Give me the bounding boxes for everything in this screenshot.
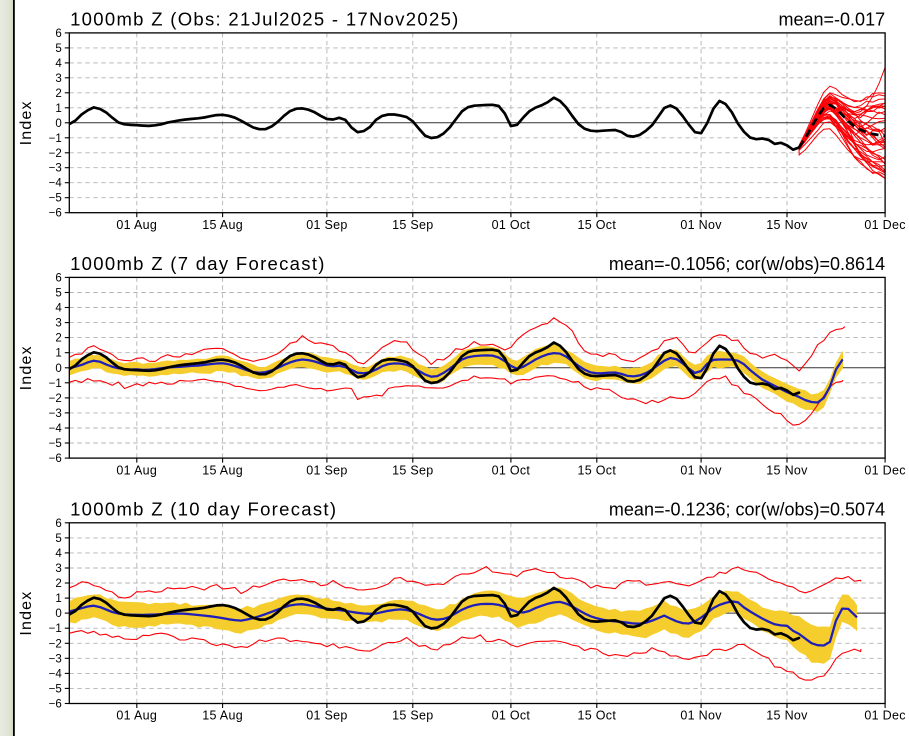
svg-text:−1: −1 xyxy=(49,623,62,635)
svg-text:−3: −3 xyxy=(49,408,62,420)
svg-text:2: 2 xyxy=(55,88,61,100)
svg-text:5: 5 xyxy=(55,288,61,300)
svg-text:01 Sep: 01 Sep xyxy=(306,218,347,232)
svg-text:15 Oct: 15 Oct xyxy=(577,218,616,232)
svg-text:01 Nov: 01 Nov xyxy=(680,463,722,477)
svg-text:0: 0 xyxy=(55,608,61,620)
svg-text:−4: −4 xyxy=(49,423,63,435)
svg-text:−4: −4 xyxy=(49,668,63,680)
svg-text:15 Aug: 15 Aug xyxy=(202,463,243,477)
svg-text:−5: −5 xyxy=(49,438,62,450)
svg-text:1: 1 xyxy=(55,348,61,360)
svg-text:−3: −3 xyxy=(49,163,62,175)
svg-text:2: 2 xyxy=(55,333,61,345)
svg-text:−1: −1 xyxy=(49,133,62,145)
svg-text:01 Dec: 01 Dec xyxy=(864,709,905,723)
svg-text:01 Nov: 01 Nov xyxy=(680,218,722,232)
svg-text:5: 5 xyxy=(55,533,61,545)
svg-text:0: 0 xyxy=(55,118,61,130)
svg-text:−2: −2 xyxy=(49,638,62,650)
svg-text:6: 6 xyxy=(55,518,61,530)
svg-text:15 Nov: 15 Nov xyxy=(766,463,808,477)
svg-text:1000mb Z (10 day Forecast): 1000mb Z (10 day Forecast) xyxy=(70,498,337,519)
svg-text:5: 5 xyxy=(55,43,61,55)
svg-text:3: 3 xyxy=(55,73,61,85)
svg-text:mean=-0.1056; cor(w/obs)=0.861: mean=-0.1056; cor(w/obs)=0.8614 xyxy=(609,254,885,274)
svg-text:01 Aug: 01 Aug xyxy=(116,463,157,477)
svg-text:01 Nov: 01 Nov xyxy=(680,709,722,723)
svg-text:01 Oct: 01 Oct xyxy=(492,709,531,723)
svg-text:6: 6 xyxy=(55,28,61,40)
svg-text:−2: −2 xyxy=(49,148,62,160)
svg-text:−6: −6 xyxy=(49,699,62,711)
svg-text:15 Oct: 15 Oct xyxy=(577,709,616,723)
svg-text:1000mb Z (Obs: 21Jul2025 - 17N: 1000mb Z (Obs: 21Jul2025 - 17Nov2025) xyxy=(70,8,460,29)
svg-text:−3: −3 xyxy=(49,653,62,665)
svg-text:01 Oct: 01 Oct xyxy=(492,463,531,477)
svg-text:01 Dec: 01 Dec xyxy=(864,463,905,477)
svg-text:4: 4 xyxy=(55,303,62,315)
svg-text:2: 2 xyxy=(55,578,61,590)
svg-text:1: 1 xyxy=(55,103,61,115)
svg-text:−6: −6 xyxy=(49,208,62,220)
svg-text:15 Nov: 15 Nov xyxy=(766,218,808,232)
svg-text:15 Aug: 15 Aug xyxy=(202,709,243,723)
svg-text:0: 0 xyxy=(55,363,61,375)
svg-text:01 Aug: 01 Aug xyxy=(116,709,157,723)
svg-text:15 Nov: 15 Nov xyxy=(766,709,808,723)
svg-text:01 Sep: 01 Sep xyxy=(306,463,347,477)
svg-text:4: 4 xyxy=(55,58,62,70)
svg-text:3: 3 xyxy=(55,318,61,330)
svg-text:15 Sep: 15 Sep xyxy=(392,218,433,232)
svg-text:−6: −6 xyxy=(49,453,62,465)
svg-text:6: 6 xyxy=(55,272,61,284)
svg-text:−2: −2 xyxy=(49,393,62,405)
svg-text:01 Oct: 01 Oct xyxy=(492,218,531,232)
svg-text:01 Aug: 01 Aug xyxy=(116,218,157,232)
svg-text:3: 3 xyxy=(55,563,61,575)
svg-text:−1: −1 xyxy=(49,378,62,390)
svg-text:15 Oct: 15 Oct xyxy=(577,463,616,477)
svg-text:−4: −4 xyxy=(49,178,63,190)
svg-text:1000mb Z (7 day Forecast): 1000mb Z (7 day Forecast) xyxy=(70,253,326,274)
svg-text:Index: Index xyxy=(18,591,35,636)
svg-text:01 Sep: 01 Sep xyxy=(306,709,347,723)
svg-text:mean=-0.1236; cor(w/obs)=0.507: mean=-0.1236; cor(w/obs)=0.5074 xyxy=(609,499,885,519)
svg-text:Index: Index xyxy=(18,345,35,390)
svg-text:01 Dec: 01 Dec xyxy=(864,218,905,232)
svg-text:15 Sep: 15 Sep xyxy=(392,709,433,723)
svg-text:1: 1 xyxy=(55,593,61,605)
svg-text:4: 4 xyxy=(55,548,62,560)
svg-text:Index: Index xyxy=(18,100,35,145)
svg-text:15 Aug: 15 Aug xyxy=(202,218,243,232)
svg-text:mean=-0.017: mean=-0.017 xyxy=(779,9,886,29)
svg-text:−5: −5 xyxy=(49,683,62,695)
svg-text:15 Sep: 15 Sep xyxy=(392,463,433,477)
svg-text:−5: −5 xyxy=(49,193,62,205)
